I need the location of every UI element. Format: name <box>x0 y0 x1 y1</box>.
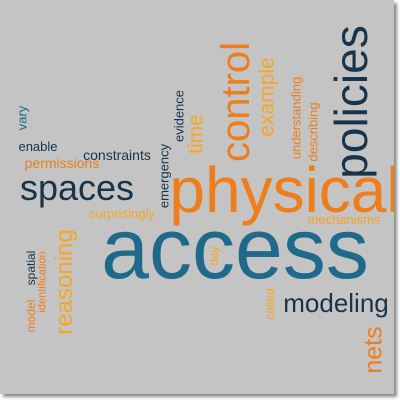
word-cloud: access physical policies control spaces … <box>0 0 394 394</box>
word-example: example <box>255 57 279 137</box>
word-spaces: spaces <box>19 167 135 208</box>
word-constraints: constraints <box>83 147 151 163</box>
word-control: control <box>214 41 258 163</box>
word-physical: physical <box>169 154 394 226</box>
word-understanding: understanding <box>288 76 304 160</box>
word-modeling: modeling <box>283 288 389 318</box>
word-policies: policies <box>325 25 377 179</box>
word-called: called <box>263 288 277 320</box>
word-reasoning: reasoning <box>51 229 78 335</box>
word-access: access <box>101 201 369 297</box>
word-spatial: spatial <box>24 250 38 286</box>
word-surprisingly: surprisingly <box>89 206 155 221</box>
word-mechanisms: mechanisms <box>307 212 381 227</box>
word-describing: describing <box>305 102 321 162</box>
word-identification: identification <box>36 251 49 313</box>
word-evidence: evidence <box>171 89 187 143</box>
word-vary: vary <box>14 105 30 131</box>
word-time: time <box>184 114 208 154</box>
word-day: day <box>207 246 221 266</box>
word-permissions: permissions <box>24 155 100 171</box>
word-model: model <box>24 299 38 333</box>
word-nets: nets <box>359 326 388 374</box>
word-enable: enable <box>18 139 58 154</box>
word-emergency: emergency <box>156 143 172 209</box>
